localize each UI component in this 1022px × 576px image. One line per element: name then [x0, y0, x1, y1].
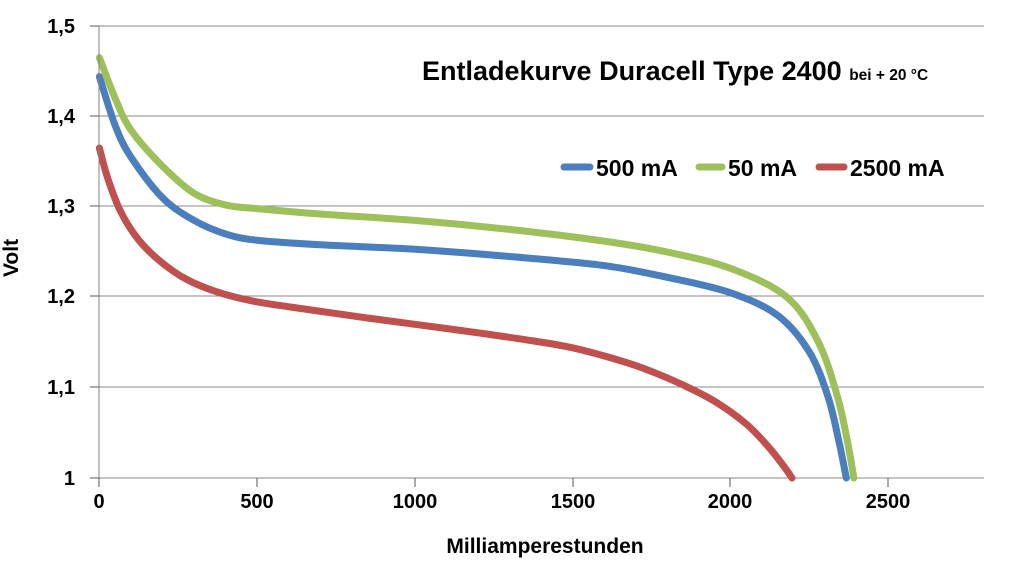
- svg-text:0: 0: [93, 491, 104, 513]
- svg-text:Milliamperestunden: Milliamperestunden: [446, 535, 643, 558]
- svg-text:1,1: 1,1: [47, 377, 75, 399]
- svg-text:1,4: 1,4: [47, 106, 76, 128]
- svg-text:1500: 1500: [551, 491, 596, 513]
- svg-text:500: 500: [240, 491, 273, 513]
- svg-text:Volt: Volt: [0, 239, 23, 277]
- svg-text:1,5: 1,5: [47, 16, 75, 38]
- svg-text:1,2: 1,2: [47, 286, 75, 308]
- svg-text:2000: 2000: [708, 491, 753, 513]
- svg-text:1,3: 1,3: [47, 196, 75, 218]
- svg-text:1000: 1000: [393, 491, 438, 513]
- svg-text:50 mA: 50 mA: [728, 155, 797, 181]
- svg-text:1: 1: [64, 468, 75, 490]
- svg-text:500 mA: 500 mA: [596, 155, 678, 181]
- svg-text:2500: 2500: [866, 491, 911, 513]
- svg-text:Entladekurve Duracell Type 240: Entladekurve Duracell Type 2400 bei + 20…: [422, 56, 928, 86]
- svg-text:2500 mA: 2500 mA: [850, 155, 945, 181]
